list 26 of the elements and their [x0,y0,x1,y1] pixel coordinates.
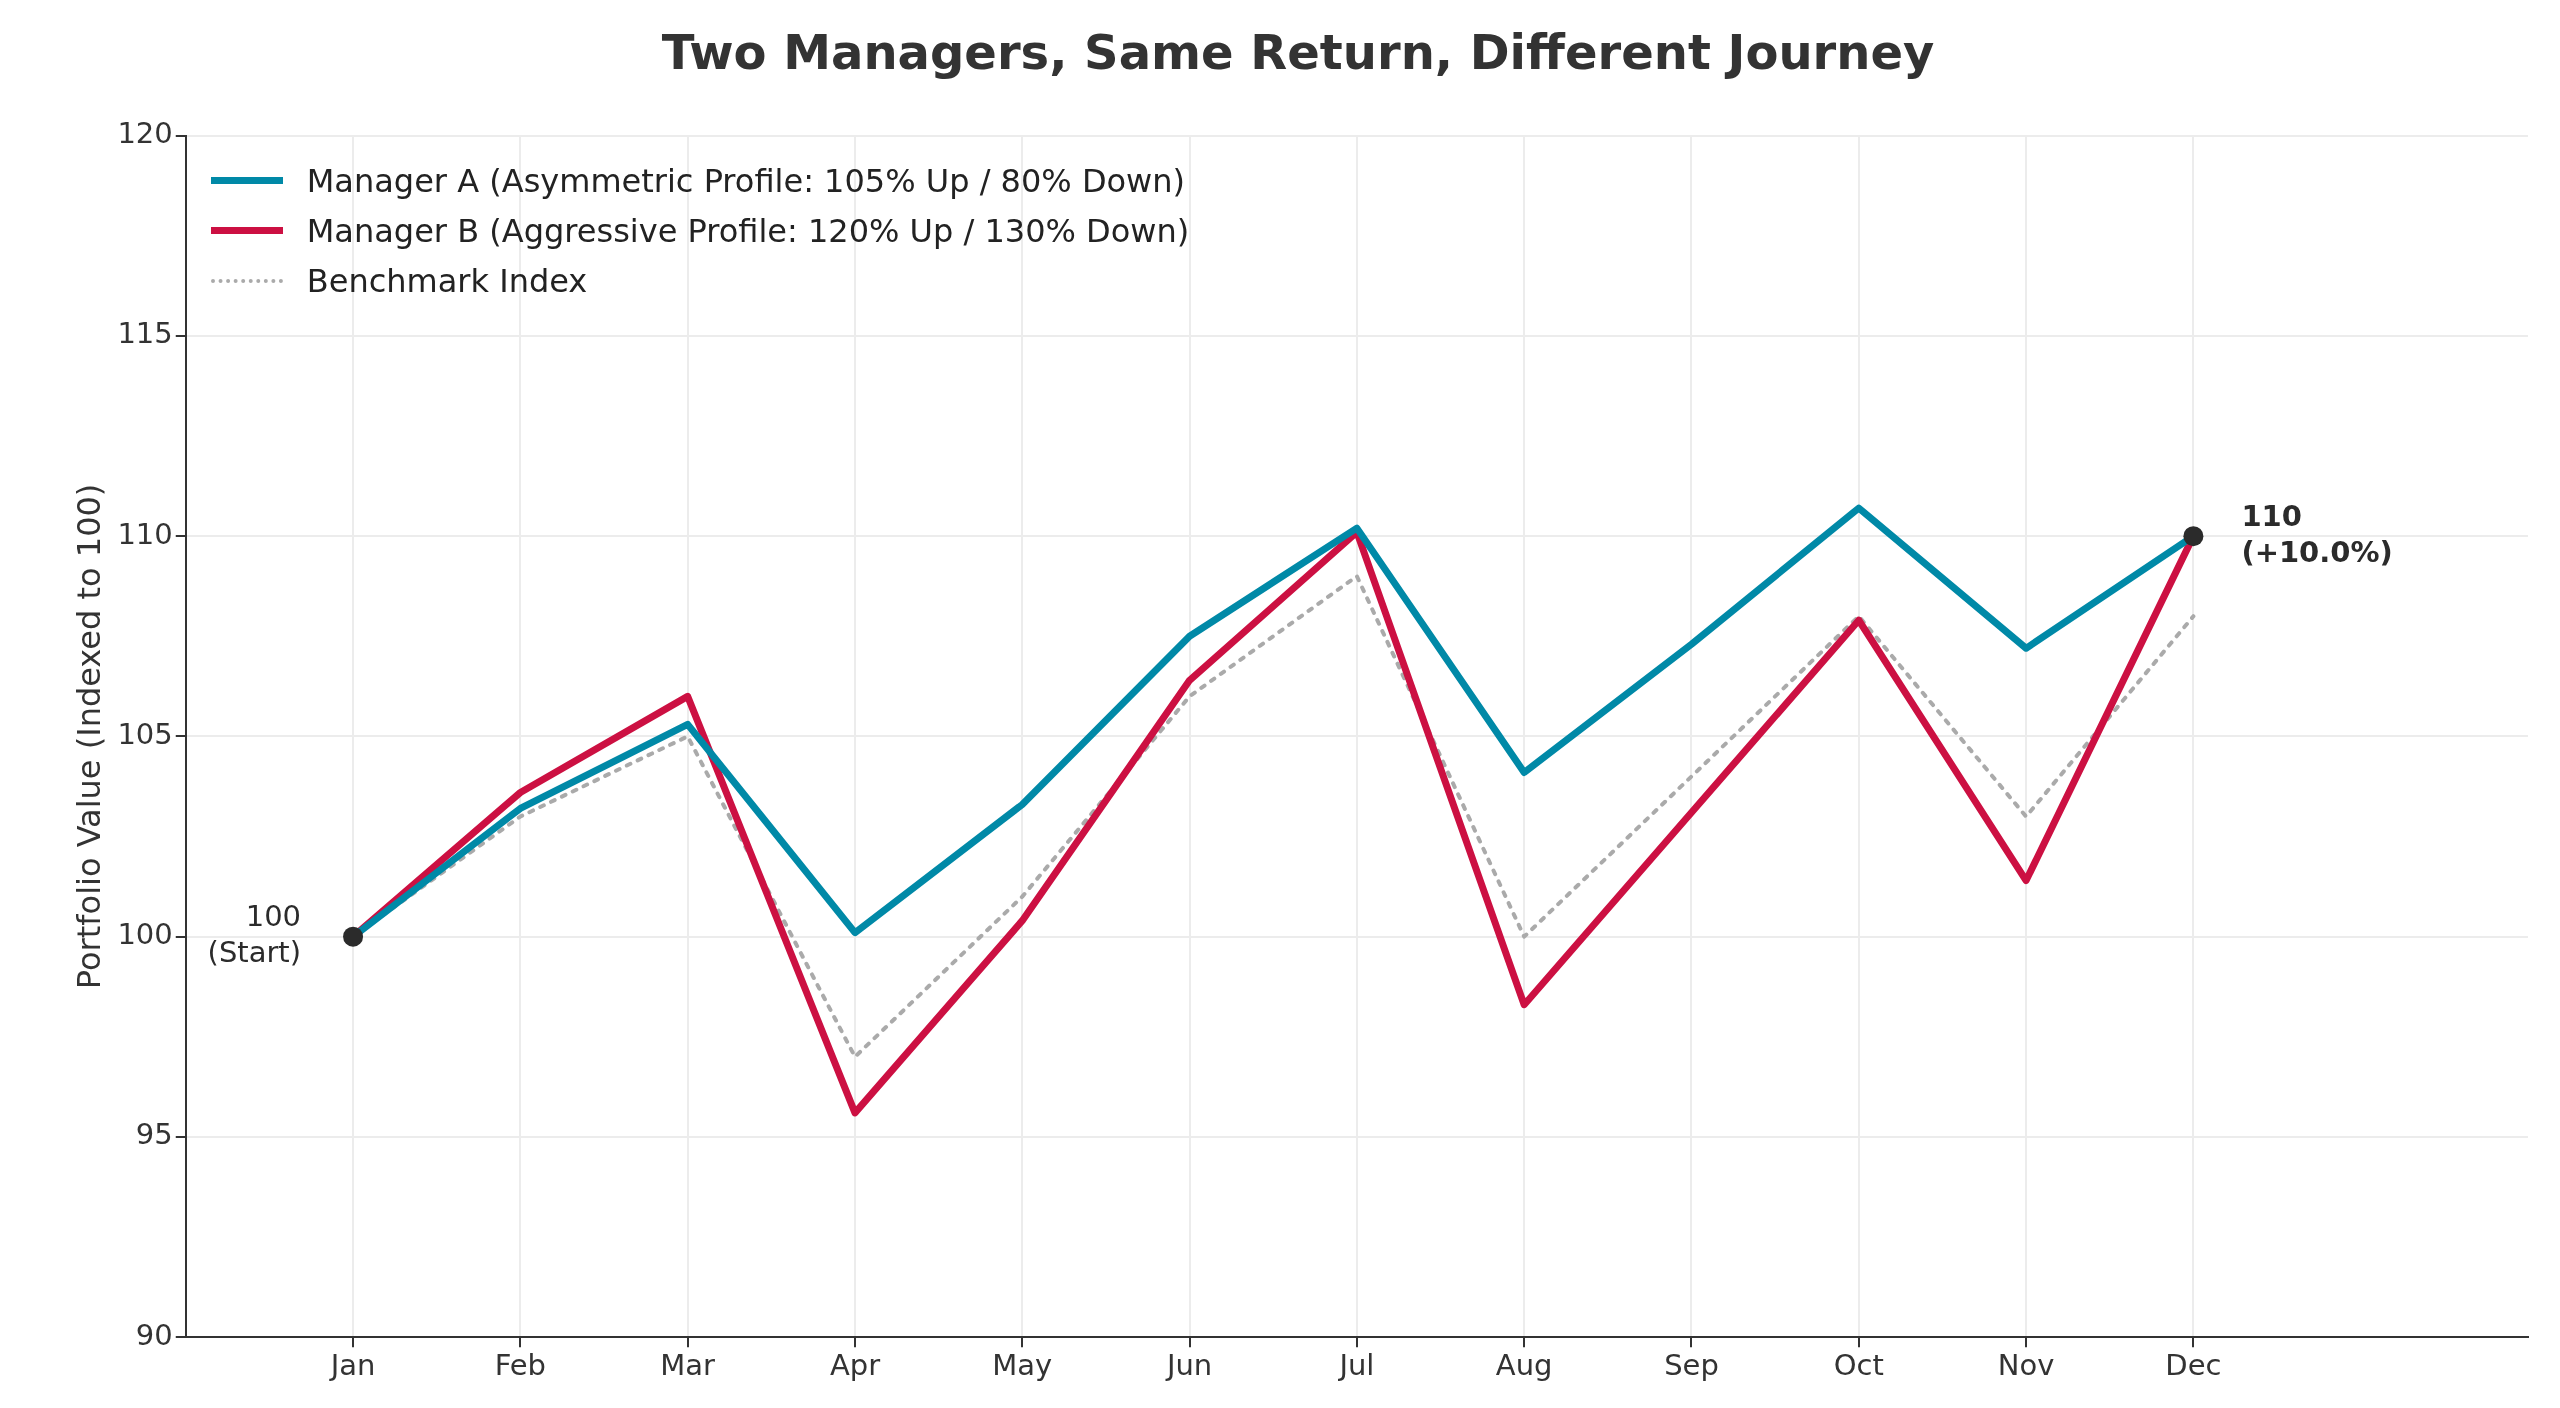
legend-label: Manager B (Aggressive Profile: 120% Up / 130% Down) [306,211,1190,250]
y-tick-label: 115 [117,316,173,351]
legend-label: Manager A (Asymmetric Profile: 105% Up / 80% Down) [306,161,1186,200]
x-tick-label: Jul [1337,1348,1375,1383]
y-axis-title: Portfolio Value (Indexed to 100) [69,483,108,990]
x-tick-label: Sep [1664,1348,1719,1383]
y-tick-label: 105 [117,716,173,751]
x-tick-label: Oct [1833,1348,1884,1383]
x-tick-label: Aug [1495,1348,1553,1383]
annotation: 100 (Start) [207,899,302,970]
x-tick-label: Feb [494,1348,547,1383]
y-tick-label: 110 [117,516,173,551]
x-tick-label: May [992,1348,1053,1383]
y-tick-label: 100 [117,917,173,952]
y-tick-label: 120 [117,116,173,151]
x-tick-label: Nov [1997,1348,2055,1383]
annotation: 110 (+10.0%) [2241,498,2393,569]
y-tick-label: 90 [135,1317,173,1352]
x-tick-label: Mar [660,1348,716,1383]
chart-title: Two Managers, Same Return, Different Journey [661,24,1935,81]
y-tick-label: 95 [135,1117,173,1152]
x-tick-label: Jun [1164,1348,1213,1383]
x-tick-label: Apr [829,1348,881,1383]
x-tick-label: Dec [2165,1348,2222,1383]
x-tick-label: Jan [328,1348,376,1383]
legend-label: Benchmark Index [306,261,588,300]
